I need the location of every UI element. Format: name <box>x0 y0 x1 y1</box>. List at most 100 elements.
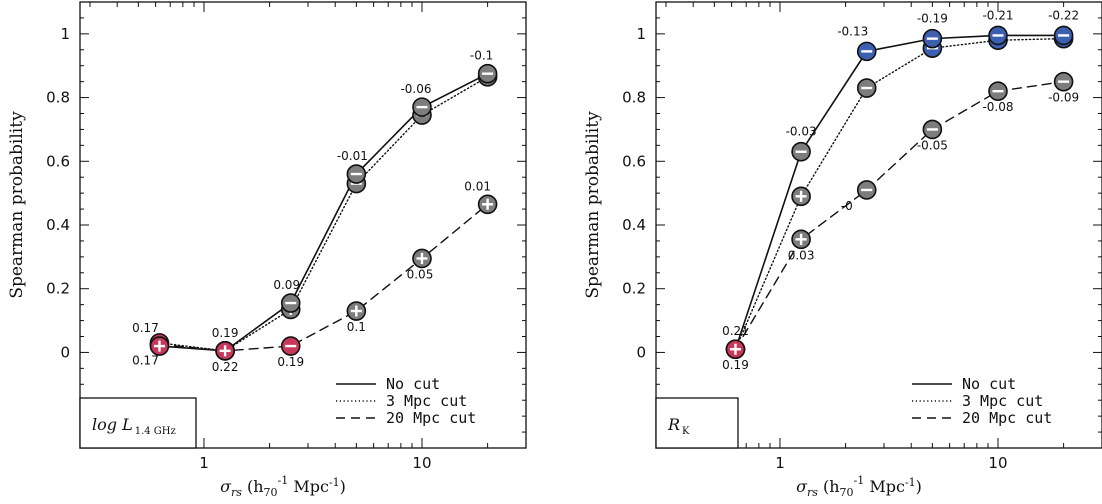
x-axis-label-part: σ <box>220 477 232 496</box>
x-axis-label-part: rs <box>807 486 818 499</box>
data-label: -0.09 <box>1048 91 1079 105</box>
data-label: 0.21 <box>722 324 749 338</box>
series-line-1 <box>734 34 1065 351</box>
x-axis-label-part: -1 <box>854 474 865 487</box>
data-label: -0.21 <box>982 8 1013 22</box>
x-axis-label-part: (h <box>823 477 840 496</box>
data-point <box>725 339 746 360</box>
y-tick-label: 0 <box>60 343 70 361</box>
panel-label: log L 1.4 GHz <box>92 415 176 437</box>
y-tick-label: 0.6 <box>46 152 70 170</box>
x-axis-label-part: Mpc <box>864 477 905 496</box>
y-tick-label: 0.8 <box>46 89 70 107</box>
data-label: 0.01 <box>464 179 491 193</box>
x-axis-label: σrs (h70-1 Mpc-1) <box>220 474 346 500</box>
data-label: -0.13 <box>837 24 868 38</box>
data-label: -0.19 <box>917 12 948 26</box>
data-label: -0.22 <box>1048 8 1079 22</box>
data-point <box>791 229 811 250</box>
plot-frame <box>655 1 1102 449</box>
series-line-2 <box>158 76 489 352</box>
data-label: -0 <box>841 199 853 213</box>
data-label: 0.03 <box>788 248 815 262</box>
x-axis-label-part: ) <box>916 477 922 496</box>
data-label: -0.03 <box>786 125 817 139</box>
x-axis-label-part: -1 <box>278 474 289 487</box>
data-label: -0.08 <box>982 100 1013 114</box>
data-point <box>412 248 432 269</box>
panel-label-box <box>79 397 197 449</box>
y-tick-label: 0 <box>636 343 646 361</box>
y-axis-label: Spearman probability <box>7 111 27 299</box>
legend-entry: 20 Mpc cut <box>962 409 1052 427</box>
x-tick-label: 1 <box>775 454 785 472</box>
data-point <box>988 81 1008 101</box>
data-point <box>1053 25 1074 46</box>
data-label: 0.19 <box>212 326 239 340</box>
data-point <box>149 336 170 356</box>
data-point <box>856 180 877 200</box>
data-point <box>346 301 367 321</box>
x-axis-label-part: ) <box>340 477 346 496</box>
y-tick-label: 0.4 <box>46 216 70 234</box>
legend-entry: No cut <box>962 375 1016 393</box>
panel-label-main: R <box>667 415 680 434</box>
data-point <box>280 336 301 356</box>
x-axis-label: σrs (h70-1 Mpc-1) <box>796 474 922 500</box>
data-point <box>922 119 943 140</box>
y-tick-label: 0.8 <box>622 89 646 107</box>
x-axis-label-part: Mpc <box>288 477 329 496</box>
data-point <box>922 28 943 49</box>
x-tick-label: 10 <box>988 454 1007 472</box>
data-label: -0.1 <box>470 49 493 63</box>
y-tick-label: 0.2 <box>46 280 70 298</box>
data-point <box>988 25 1008 46</box>
data-point <box>477 63 498 84</box>
x-axis-label-part: -1 <box>329 476 340 489</box>
legend-entry: No cut <box>386 375 440 393</box>
data-label: 0.09 <box>273 278 300 292</box>
legend-entry: 3 Mpc cut <box>386 392 467 410</box>
data-point <box>791 186 811 207</box>
y-tick-label: 0.6 <box>622 152 646 170</box>
panel-label-sub: 1.4 GHz <box>135 426 176 437</box>
y-tick-label: 1 <box>636 25 646 43</box>
data-label: 0.22 <box>212 360 239 374</box>
data-label: 0.1 <box>347 320 366 334</box>
x-axis-label-part: rs <box>231 486 242 499</box>
data-point <box>477 194 498 215</box>
panel-2: 0 0.2 0.4 0.6 0.8 1 1 10 Spearman probability σrs… <box>583 1 1102 500</box>
data-point <box>1053 71 1074 92</box>
x-axis-label-part: -1 <box>905 476 916 489</box>
x-tick-label: 1 <box>199 454 209 472</box>
data-label: 0.19 <box>277 355 304 369</box>
data-label: 0.17 <box>132 353 159 367</box>
panel-label-box <box>655 397 739 449</box>
data-label: -0.06 <box>400 82 431 96</box>
y-axis-label: Spearman probability <box>583 111 603 299</box>
plot-frame <box>79 1 527 449</box>
data-point <box>856 78 877 98</box>
data-label: 0.05 <box>407 267 434 281</box>
data-label: 0.17 <box>132 321 159 335</box>
y-tick-label: 0.4 <box>622 216 646 234</box>
data-point <box>791 141 811 162</box>
data-point <box>346 164 367 184</box>
y-tick-label: 1 <box>60 25 70 43</box>
data-point <box>412 97 432 117</box>
panel-label-sub: K <box>682 426 690 437</box>
series-line-3 <box>734 80 1065 350</box>
x-axis-label-part: (h <box>247 477 264 496</box>
data-label: 0.19 <box>722 358 749 372</box>
legend-entry: 20 Mpc cut <box>386 409 476 427</box>
x-axis-label-part: 70 <box>840 486 854 499</box>
series-line-1 <box>158 72 489 352</box>
data-point <box>280 293 301 313</box>
data-point <box>856 41 877 62</box>
data-point <box>215 341 235 361</box>
x-axis-label-part: 70 <box>264 486 278 499</box>
series-line-2 <box>734 37 1065 350</box>
panel-label-main: log L <box>92 415 133 434</box>
